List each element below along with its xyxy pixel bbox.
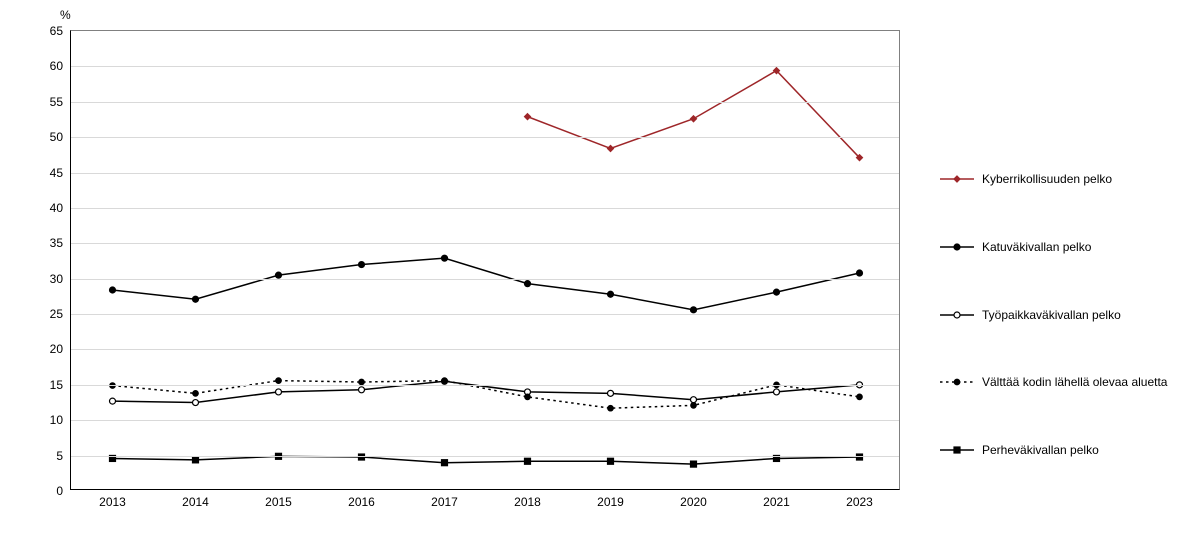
gridline: [71, 173, 899, 174]
series-marker-valttaa: [525, 394, 531, 400]
series-marker-perhe: [525, 458, 531, 464]
legend-swatch: [940, 240, 974, 254]
series-marker-valttaa: [857, 394, 863, 400]
series-marker-perhe: [193, 457, 199, 463]
series-marker-perhe: [442, 460, 448, 466]
x-tick-label: 2018: [514, 495, 541, 509]
series-marker-katu: [193, 296, 199, 302]
x-tick-label: 2015: [265, 495, 292, 509]
series-marker-perhe: [691, 461, 697, 467]
series-marker-katu: [276, 272, 282, 278]
chart-container: % 05101520253035404550556065201320142015…: [0, 0, 1200, 535]
legend-label: Katuväkivallan pelko: [982, 240, 1091, 254]
y-tick-label: 50: [50, 130, 63, 144]
gridline: [71, 279, 899, 280]
series-line-perhe: [113, 456, 860, 464]
x-tick-label: 2023: [846, 495, 873, 509]
legend-item-tyo: Työpaikkaväkivallan pelko: [940, 308, 1185, 322]
legend-label: Perheväkivallan pelko: [982, 443, 1099, 457]
gridline: [71, 137, 899, 138]
x-tick-label: 2019: [597, 495, 624, 509]
y-tick-label: 20: [50, 342, 63, 356]
series-marker-tyo: [359, 387, 365, 393]
series-marker-tyo: [276, 389, 282, 395]
series-marker-tyo: [110, 398, 116, 404]
gridline: [71, 243, 899, 244]
y-tick-label: 0: [56, 484, 63, 498]
x-tick-label: 2013: [99, 495, 126, 509]
gridline: [71, 349, 899, 350]
series-marker-valttaa: [608, 405, 614, 411]
series-marker-katu: [359, 262, 365, 268]
series-marker-valttaa: [276, 378, 282, 384]
x-tick-label: 2020: [680, 495, 707, 509]
legend-swatch: [940, 308, 974, 322]
y-tick-label: 40: [50, 201, 63, 215]
series-marker-kyber: [525, 114, 531, 120]
legend-swatch: [940, 172, 974, 186]
gridline: [71, 66, 899, 67]
legend-item-valttaa: Välttää kodin lähellä olevaa aluetta: [940, 375, 1185, 389]
x-tick-label: 2016: [348, 495, 375, 509]
series-marker-katu: [525, 281, 531, 287]
x-tick-label: 2014: [182, 495, 209, 509]
series-marker-tyo: [608, 390, 614, 396]
legend-item-kyber: Kyberrikollisuuden pelko: [940, 172, 1185, 186]
y-tick-label: 55: [50, 95, 63, 109]
series-marker-katu: [857, 270, 863, 276]
y-tick-label: 35: [50, 236, 63, 250]
series-marker-kyber: [608, 145, 614, 151]
series-marker-perhe: [608, 458, 614, 464]
legend-label: Työpaikkaväkivallan pelko: [982, 308, 1121, 322]
series-marker-katu: [691, 307, 697, 313]
series-marker-valttaa: [442, 378, 448, 384]
y-tick-label: 10: [50, 413, 63, 427]
series-marker-tyo: [691, 397, 697, 403]
gridline: [71, 456, 899, 457]
series-marker-katu: [608, 291, 614, 297]
y-tick-label: 25: [50, 307, 63, 321]
legend-item-perhe: Perheväkivallan pelko: [940, 443, 1185, 457]
gridline: [71, 314, 899, 315]
series-marker-kyber: [691, 116, 697, 122]
series-marker-valttaa: [193, 391, 199, 397]
y-axis-title: %: [60, 8, 71, 22]
legend: Kyberrikollisuuden pelko Katuväkivallan p…: [940, 172, 1185, 457]
series-marker-valttaa: [691, 403, 697, 409]
legend-swatch: [940, 443, 974, 457]
y-tick-label: 60: [50, 59, 63, 73]
y-tick-label: 15: [50, 378, 63, 392]
series-marker-tyo: [774, 389, 780, 395]
plot-area: 0510152025303540455055606520132014201520…: [70, 30, 900, 490]
x-tick-label: 2021: [763, 495, 790, 509]
series-line-kyber: [528, 71, 860, 158]
legend-swatch: [940, 375, 974, 389]
series-marker-tyo: [193, 400, 199, 406]
y-tick-label: 45: [50, 166, 63, 180]
series-line-katu: [113, 258, 860, 310]
series-marker-katu: [442, 255, 448, 261]
series-marker-katu: [774, 289, 780, 295]
series-marker-katu: [110, 287, 116, 293]
gridline: [71, 102, 899, 103]
legend-label: Välttää kodin lähellä olevaa aluetta: [982, 375, 1167, 389]
y-tick-label: 5: [56, 449, 63, 463]
legend-item-katu: Katuväkivallan pelko: [940, 240, 1185, 254]
y-tick-label: 30: [50, 272, 63, 286]
gridline: [71, 420, 899, 421]
gridline: [71, 385, 899, 386]
y-tick-label: 65: [50, 24, 63, 38]
chart-svg: [71, 31, 901, 491]
gridline: [71, 208, 899, 209]
legend-label: Kyberrikollisuuden pelko: [982, 172, 1112, 186]
x-tick-label: 2017: [431, 495, 458, 509]
